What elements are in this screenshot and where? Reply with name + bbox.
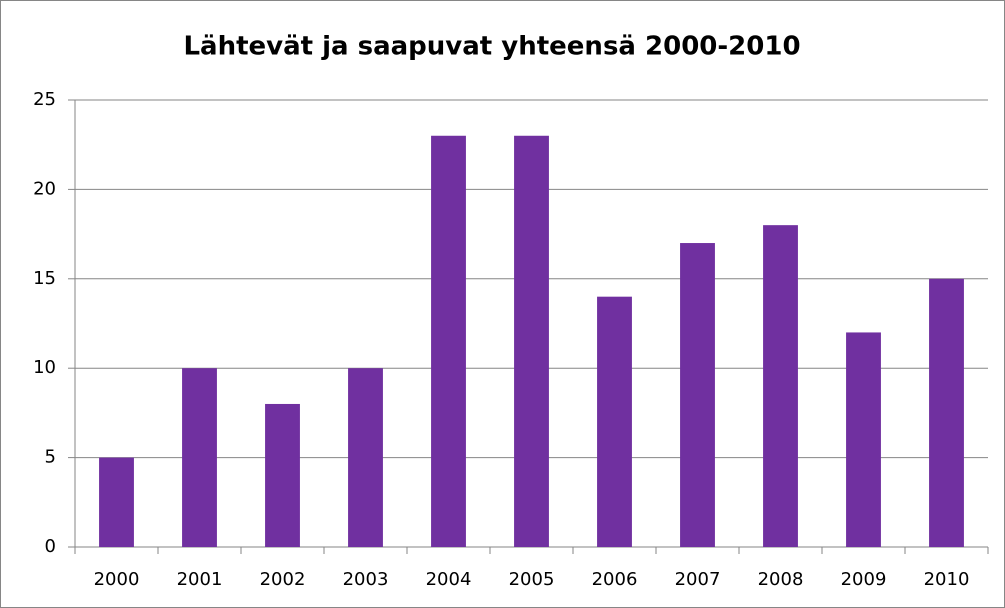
bar xyxy=(99,457,134,547)
bar xyxy=(348,368,383,547)
x-tick-label: 2000 xyxy=(94,569,140,590)
bar xyxy=(431,135,466,547)
bar xyxy=(846,332,881,547)
y-tick-label: 10 xyxy=(33,357,56,378)
bar xyxy=(265,403,300,547)
x-tick-label: 2005 xyxy=(509,569,555,590)
x-tick-label: 2008 xyxy=(758,569,804,590)
x-tick-label: 2007 xyxy=(675,569,721,590)
y-tick-label: 5 xyxy=(45,447,56,468)
bar xyxy=(182,368,217,547)
x-tick-label: 2009 xyxy=(841,569,887,590)
bar xyxy=(929,278,964,547)
x-tick-label: 2003 xyxy=(343,569,389,590)
chart-title: Lähtevät ja saapuvat yhteensä 2000-2010 xyxy=(183,32,800,62)
x-tick-label: 2002 xyxy=(260,569,306,590)
y-tick-label: 25 xyxy=(33,89,56,110)
bar xyxy=(763,225,798,547)
x-tick-label: 2001 xyxy=(177,569,223,590)
x-tick-label: 2010 xyxy=(924,569,970,590)
bar xyxy=(680,243,715,548)
x-tick-label: 2004 xyxy=(426,569,472,590)
bar xyxy=(514,135,549,547)
y-tick-label: 0 xyxy=(45,536,56,557)
y-tick-label: 15 xyxy=(33,268,56,289)
bar xyxy=(597,296,632,547)
y-tick-label: 20 xyxy=(33,178,56,199)
x-tick-label: 2006 xyxy=(592,569,638,590)
